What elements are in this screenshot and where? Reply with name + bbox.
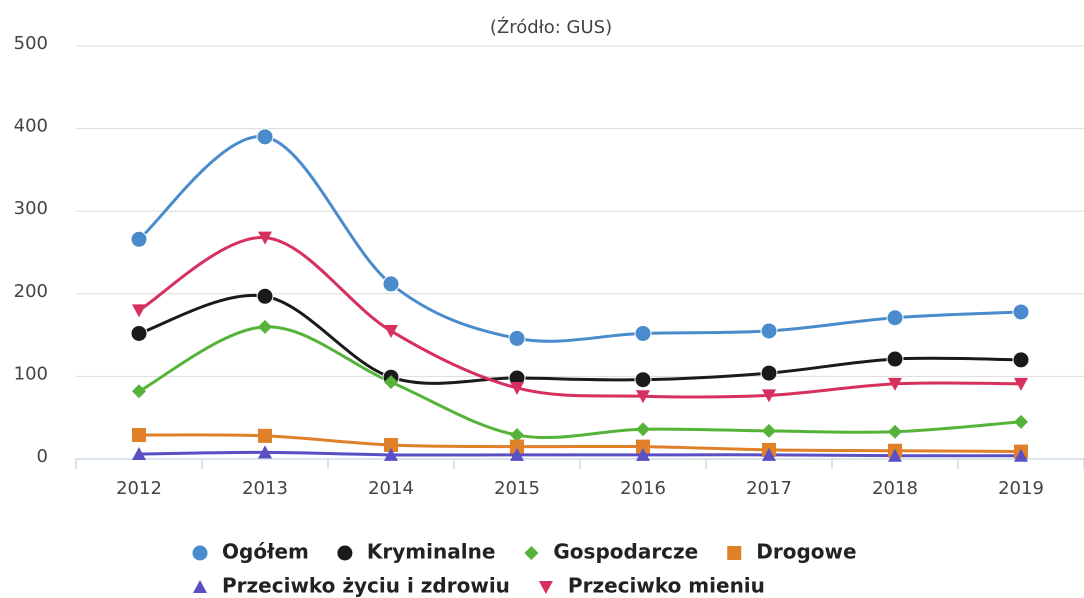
data-point	[258, 231, 272, 245]
data-point	[384, 437, 398, 452]
data-point	[888, 448, 902, 462]
data-point	[132, 447, 146, 461]
legend-item: Gospodarcze	[524, 540, 698, 564]
x-tick-label: 2015	[494, 478, 540, 499]
data-point	[886, 309, 904, 327]
legend-marker	[524, 546, 539, 560]
legend-item: Kryminalne	[336, 540, 496, 564]
y-tick-label: 500	[14, 33, 48, 54]
chart-subtitle: (Źródło: GUS)	[490, 16, 612, 38]
legend-item: Przeciwko mieniu	[538, 574, 765, 598]
legend-label: Kryminalne	[367, 540, 496, 564]
series-line	[138, 433, 1022, 454]
y-tick-label: 100	[14, 363, 48, 384]
data-point	[132, 384, 146, 399]
data-point	[762, 423, 776, 438]
series-line	[138, 450, 1022, 458]
legend-label: Gospodarcze	[553, 540, 698, 564]
legend-label: Przeciwko życiu i zdrowiu	[222, 574, 510, 598]
data-point	[258, 428, 272, 443]
data-point	[760, 322, 778, 340]
legend-marker	[191, 544, 209, 562]
x-tick-label: 2018	[872, 478, 918, 499]
data-point	[762, 447, 776, 461]
data-point	[132, 304, 146, 318]
legend-label: Drogowe	[756, 540, 856, 564]
legend-label: Przeciwko mieniu	[568, 574, 765, 598]
data-point	[510, 381, 524, 395]
data-point	[636, 447, 650, 461]
legend-item: Ogółem	[191, 540, 309, 564]
legend-marker	[336, 544, 354, 562]
data-point	[508, 329, 526, 347]
data-point	[888, 424, 902, 439]
data-point	[256, 287, 274, 305]
legend-marker	[538, 581, 553, 594]
y-tick-label: 0	[37, 446, 48, 467]
x-tick-label: 2014	[368, 478, 414, 499]
data-point	[510, 428, 524, 443]
data-point	[256, 128, 274, 146]
data-point	[636, 422, 650, 437]
legend-item: Drogowe	[727, 540, 857, 564]
data-point	[888, 377, 902, 391]
data-point	[130, 324, 148, 342]
data-point	[132, 428, 146, 443]
data-point	[382, 275, 400, 293]
series-line	[138, 236, 1022, 399]
data-point	[384, 324, 398, 338]
data-point	[634, 324, 652, 342]
data-point	[130, 230, 148, 248]
x-tick-label: 2012	[116, 478, 162, 499]
data-point	[258, 445, 272, 459]
legend-marker	[727, 546, 742, 560]
x-tick-label: 2017	[746, 478, 792, 499]
y-tick-label: 300	[14, 198, 48, 219]
data-point	[1014, 377, 1028, 391]
data-point	[384, 375, 398, 390]
data-point	[762, 389, 776, 403]
y-tick-label: 200	[14, 281, 48, 302]
x-tick-label: 2019	[998, 478, 1044, 499]
x-tick-label: 2016	[620, 478, 666, 499]
data-point	[1012, 303, 1030, 321]
data-point	[634, 371, 652, 389]
data-point	[1012, 351, 1030, 369]
data-point	[760, 364, 778, 382]
data-point	[510, 447, 524, 461]
data-point	[886, 350, 904, 368]
data-point	[1014, 448, 1028, 462]
legend-marker	[193, 580, 207, 593]
legend-item: Przeciwko życiu i zdrowiu	[193, 574, 510, 598]
data-point	[258, 319, 272, 334]
legend-label: Ogółem	[222, 540, 309, 564]
data-point	[1014, 414, 1028, 429]
data-point	[636, 439, 650, 454]
data-point	[510, 439, 524, 454]
data-point	[384, 447, 398, 461]
series-line	[138, 325, 1022, 440]
series-line	[138, 293, 1022, 385]
x-tick-label: 2013	[242, 478, 288, 499]
data-point	[636, 390, 650, 404]
y-tick-label: 400	[14, 116, 48, 137]
